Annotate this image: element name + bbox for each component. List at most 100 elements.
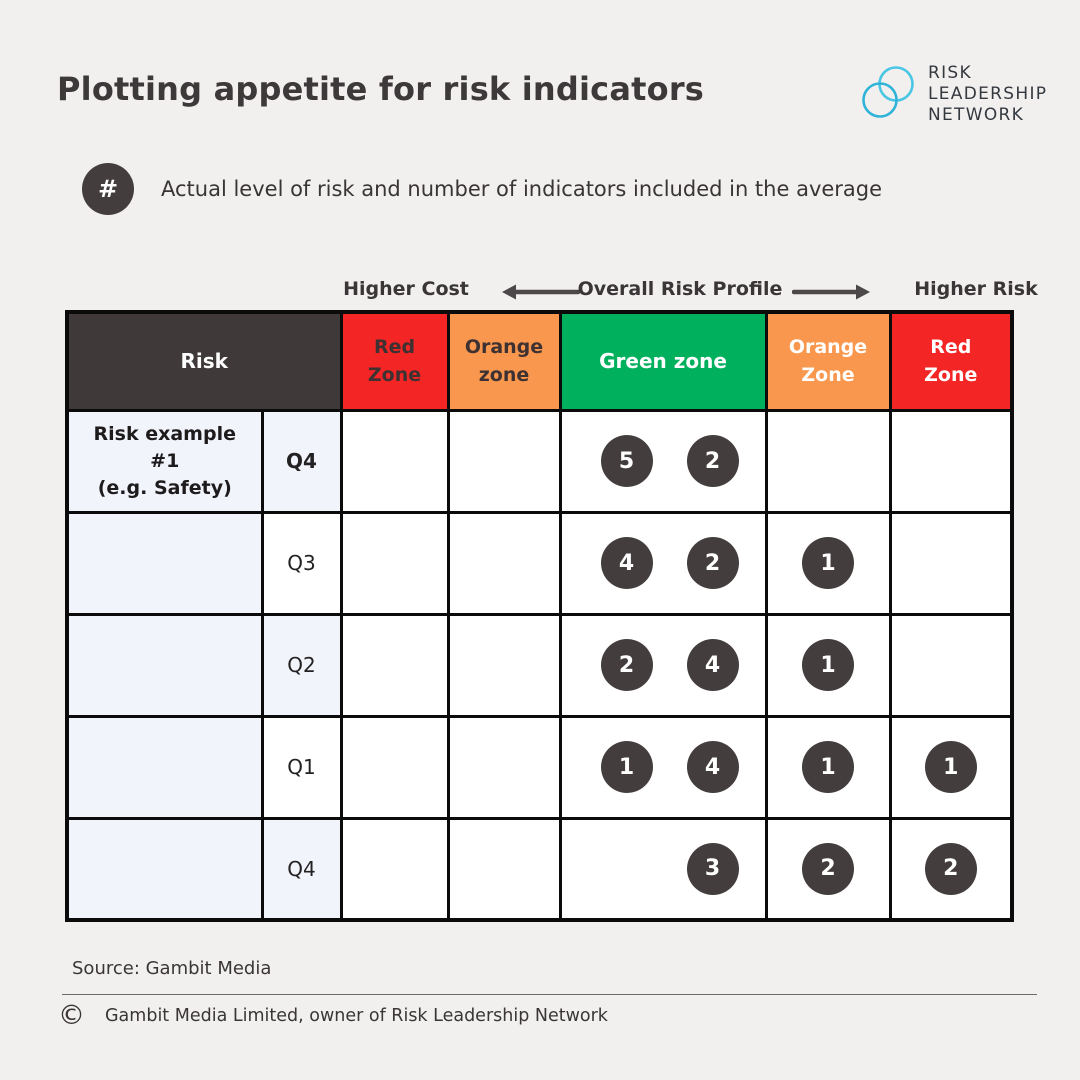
zone-label-line: zone <box>478 364 530 387</box>
legend-hash-icon: # <box>82 163 134 215</box>
red-right-cell <box>888 612 1014 718</box>
green-cell: 4 2 <box>558 510 768 616</box>
red-right-cell: 1 <box>888 714 1014 820</box>
indicator-dot: 2 <box>686 537 739 589</box>
orange-left-cell <box>446 408 562 514</box>
risk-name-cell <box>65 510 264 616</box>
zone-label-line: Orange <box>788 336 868 359</box>
quarter-cell: Q4 <box>260 408 343 514</box>
zone-label-line: Red <box>373 336 416 359</box>
orange-left-cell <box>446 816 562 922</box>
indicator-dots: 4 2 <box>562 537 765 589</box>
indicator-dot: 1 <box>802 639 854 691</box>
zone-label-line: Red <box>930 336 972 359</box>
axis-label-higher-cost: Higher Cost <box>343 278 469 300</box>
axis-label-overall-risk-profile: Overall Risk Profile <box>577 278 783 300</box>
indicator-dot: 5 <box>600 435 653 487</box>
risk-name-line: #1 <box>150 449 180 472</box>
risk-name-cell <box>65 816 264 922</box>
green-cell: 3 <box>558 816 768 922</box>
quarter-cell: Q1 <box>260 714 343 820</box>
header-red-zone-left: Red Zone <box>339 310 450 412</box>
orange-right-cell: 2 <box>764 816 892 922</box>
header-green-zone: Green zone <box>558 310 768 412</box>
table-row: Risk example #1 (e.g. Safety) Q4 5 2 <box>65 408 1014 514</box>
zone-label-line: Zone <box>924 364 978 387</box>
risk-name-line: Risk example <box>93 422 236 445</box>
orange-left-cell <box>446 714 562 820</box>
risk-matrix-table: Risk Red Zone Orange zone Green zone Ora… <box>65 310 1014 922</box>
legend: # Actual level of risk and number of ind… <box>82 163 882 215</box>
logo-line-risk: RISK <box>928 62 972 83</box>
header-row: Risk Red Zone Orange zone Green zone Ora… <box>65 310 1014 412</box>
quarter-cell: Q2 <box>260 612 343 718</box>
orange-right-cell <box>764 408 892 514</box>
indicator-dot: 4 <box>686 639 739 691</box>
red-left-cell <box>339 714 450 820</box>
indicator-dot: 1 <box>600 741 653 793</box>
risk-leadership-network-logo: RISK LEADERSHIP NETWORK <box>856 60 1047 128</box>
indicator-dots: 5 2 <box>562 435 765 487</box>
risk-name-line: (e.g. Safety) <box>97 476 232 499</box>
page-title: Plotting appetite for risk indicators <box>57 70 705 108</box>
risk-name-cell <box>65 612 264 718</box>
header-orange-zone-right: Orange Zone <box>764 310 892 412</box>
orange-right-cell: 1 <box>764 510 892 616</box>
indicator-dot: 1 <box>802 537 854 589</box>
indicator-dot: 4 <box>686 741 739 793</box>
header-red-zone-right: Red Zone <box>888 310 1014 412</box>
header-orange-zone-left: Orange zone <box>446 310 562 412</box>
copyright-icon: © <box>58 1000 85 1031</box>
table-row: Q3 4 2 1 <box>65 510 1014 616</box>
table-row: Q1 1 4 1 1 <box>65 714 1014 820</box>
table-row: Q4 3 2 2 <box>65 816 1014 922</box>
copyright-text: Gambit Media Limited, owner of Risk Lead… <box>105 1005 608 1026</box>
logo-line-leadership: LEADERSHIP <box>928 83 1048 104</box>
header-risk: Risk <box>65 310 343 412</box>
indicator-dot: 2 <box>686 435 739 487</box>
quarter-cell: Q3 <box>260 510 343 616</box>
zone-label-line: Zone <box>801 364 855 387</box>
zone-label-line: Orange <box>464 336 544 359</box>
indicator-dot: 1 <box>924 741 977 793</box>
green-cell: 5 2 <box>558 408 768 514</box>
green-cell: 2 4 <box>558 612 768 718</box>
arrow-right-icon <box>791 283 872 305</box>
orange-left-cell <box>446 612 562 718</box>
indicator-dot: 4 <box>600 537 653 589</box>
legend-text: Actual level of risk and number of indic… <box>161 177 883 201</box>
axis-label-higher-risk: Higher Risk <box>914 278 1038 300</box>
red-left-cell <box>339 408 450 514</box>
red-right-cell: 2 <box>888 816 1014 922</box>
logo-line-network: NETWORK <box>928 104 1025 125</box>
logo-circles-icon <box>856 60 920 128</box>
indicator-dots: 2 4 <box>562 639 765 691</box>
table-row: Q2 2 4 1 <box>65 612 1014 718</box>
red-left-cell <box>339 816 450 922</box>
green-cell: 1 4 <box>558 714 768 820</box>
indicator-dot: 2 <box>924 842 977 895</box>
orange-right-cell: 1 <box>764 612 892 718</box>
indicator-dot: 1 <box>802 741 854 793</box>
logo-wordmark: RISK LEADERSHIP NETWORK <box>928 63 1047 126</box>
quarter-cell: Q4 <box>260 816 343 922</box>
orange-right-cell: 1 <box>764 714 892 820</box>
indicator-dots: 1 4 <box>562 741 765 793</box>
source-note: Source: Gambit Media <box>72 958 272 979</box>
indicator-dot: 3 <box>686 842 739 895</box>
red-left-cell <box>339 612 450 718</box>
indicator-dots: 3 <box>562 842 765 895</box>
copyright-row: © Gambit Media Limited, owner of Risk Le… <box>58 1002 608 1029</box>
red-right-cell <box>888 510 1014 616</box>
risk-name-cell: Risk example #1 (e.g. Safety) <box>65 408 264 514</box>
zone-label-line: Zone <box>367 364 422 387</box>
orange-left-cell <box>446 510 562 616</box>
footer-divider <box>62 994 1037 995</box>
indicator-dot: 2 <box>600 639 653 691</box>
red-right-cell <box>888 408 1014 514</box>
red-left-cell <box>339 510 450 616</box>
arrow-left-icon <box>500 283 581 305</box>
indicator-dot: 2 <box>802 842 854 895</box>
risk-name-cell <box>65 714 264 820</box>
